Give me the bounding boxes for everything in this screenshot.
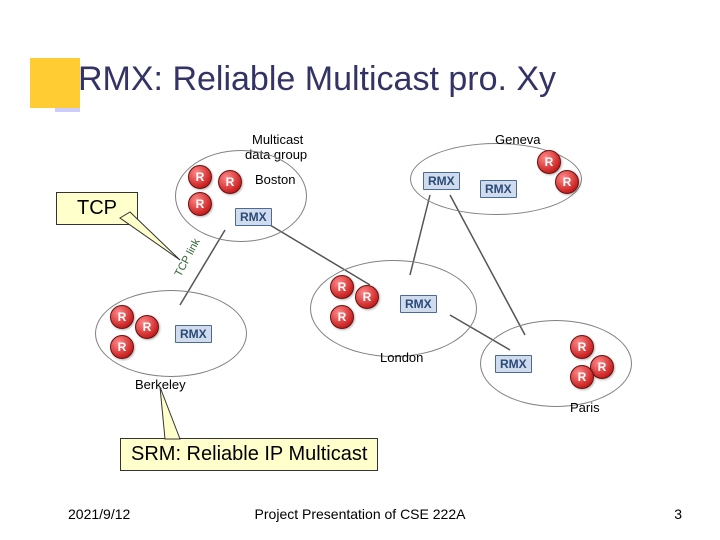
label-berkeley: Berkeley	[135, 377, 186, 392]
r-node: R	[355, 285, 379, 309]
title-accent-bar	[55, 108, 80, 112]
footer-center: Project Presentation of CSE 222A	[255, 506, 466, 522]
callout-srm-text: SRM: Reliable IP Multicast	[131, 443, 367, 465]
label-boston: Boston	[255, 172, 295, 187]
group-berkeley	[95, 290, 247, 377]
rmx-box-geneva-1: RMX	[423, 172, 460, 190]
slide-title: RMX: Reliable Multicast pro. Xy	[78, 60, 556, 99]
label-london: London	[380, 350, 423, 365]
label-paris: Paris	[570, 400, 600, 415]
r-node: R	[570, 365, 594, 389]
r-node: R	[188, 165, 212, 189]
rmx-box-geneva-2: RMX	[480, 180, 517, 198]
r-node: R	[218, 170, 242, 194]
r-node: R	[537, 150, 561, 174]
callout-tcp-text: TCP	[77, 197, 117, 219]
label-geneva: Geneva	[495, 132, 541, 147]
callout-srm: SRM: Reliable IP Multicast	[120, 438, 378, 471]
callout-tcp: TCP	[56, 192, 138, 225]
tcp-link-label: TCP link	[173, 237, 203, 279]
rmx-box-berkeley: RMX	[175, 325, 212, 343]
multicast-label-line1: Multicast	[252, 132, 303, 147]
rmx-box-paris: RMX	[495, 355, 532, 373]
rmx-box-london: RMX	[400, 295, 437, 313]
footer-page: 3	[674, 506, 682, 522]
network-diagram: Multicast data group Boston R R R RMX Ge…	[80, 140, 640, 440]
r-node: R	[330, 275, 354, 299]
r-node: R	[110, 305, 134, 329]
r-node: R	[188, 192, 212, 216]
r-node: R	[330, 305, 354, 329]
footer-date: 2021/9/12	[68, 506, 130, 522]
r-node: R	[135, 315, 159, 339]
r-node: R	[110, 335, 134, 359]
r-node: R	[555, 170, 579, 194]
rmx-box-boston: RMX	[235, 208, 272, 226]
r-node: R	[570, 335, 594, 359]
title-accent-square	[30, 58, 80, 108]
